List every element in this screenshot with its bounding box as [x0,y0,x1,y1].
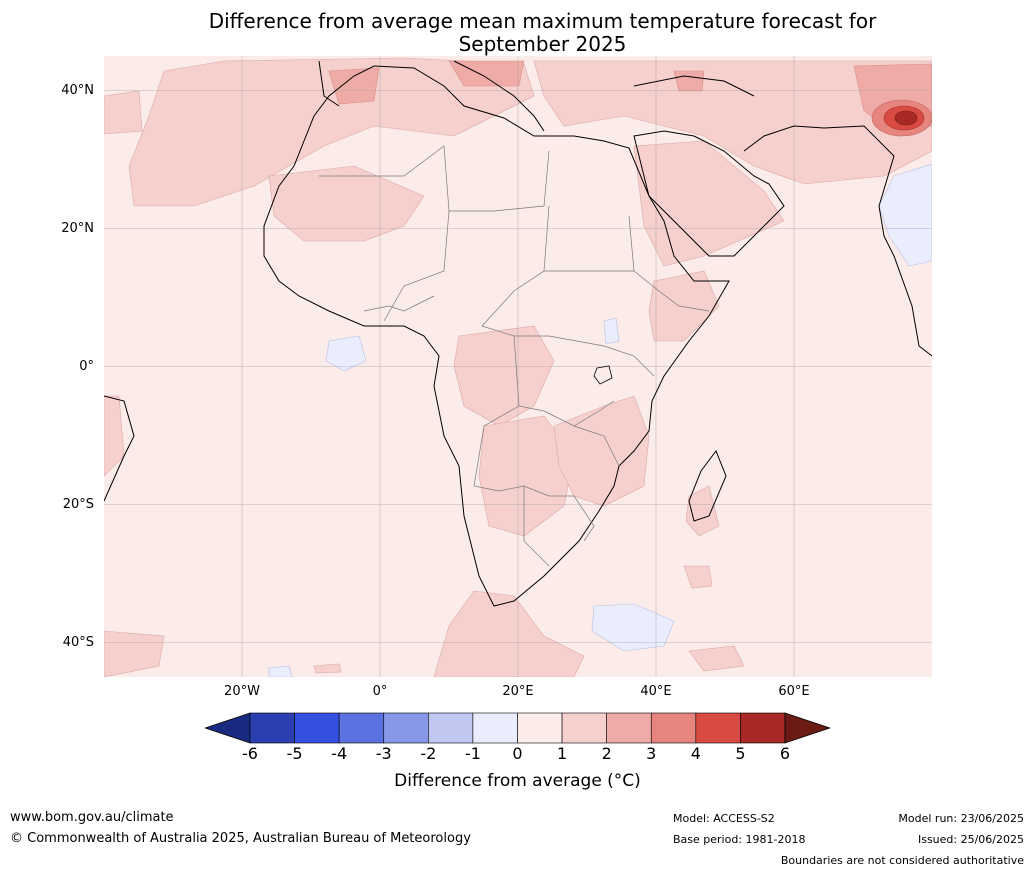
graticule [104,56,932,677]
country-borders [319,145,710,567]
colorbar-tick-label: -6 [242,744,258,763]
colorbar-label: Difference from average (°C) [394,771,641,791]
colorbar-extend-min [205,712,251,744]
colorbar-swatch [650,712,697,744]
coastlines [104,60,932,607]
colorbar-tick-label: 6 [779,744,791,763]
colorbar-swatch [383,712,429,744]
colorbar-swatch [428,712,474,744]
latitude-label: 20°N [61,220,94,236]
title-line-1: Difference from average mean maximum tem… [208,9,877,33]
footer-model: Model: ACCESS-S2 [673,812,775,825]
longitude-label: 40°E [640,684,672,699]
lake-victoria [593,365,613,385]
footer-copyright: © Commonwealth of Australia 2025, Austra… [10,831,471,846]
anomaly-negative-regions [268,163,932,677]
colorbar-swatch [294,712,340,744]
footer-website[interactable]: www.bom.gov.au/climate [10,810,174,825]
colorbar-tick-label: 4 [690,744,701,763]
colorbar-tick-label: 5 [735,744,746,763]
latitude-label: 0° [79,358,94,374]
longitude-label: 20°W [224,684,260,699]
longitude-label: 0° [372,684,388,699]
latitude-label: 20°S [62,496,94,512]
latitude-label: 40°N [61,82,94,98]
longitude-label: 60°E [778,684,810,699]
colorbar-swatch [249,712,295,744]
colorbar-swatch [338,712,385,744]
colorbar-tick-label: -2 [420,744,437,763]
colorbar-extend-max [784,712,830,744]
title-line-2: September 2025 [458,32,627,56]
footer-issued: Issued: 25/06/2025 [917,833,1024,846]
colorbar-tick-label: -3 [375,744,392,763]
colorbar-swatch [561,712,607,744]
colorbar-swatch [472,712,518,744]
colorbar-swatch [606,712,652,744]
colorbar-swatch [695,712,741,744]
temperature-anomaly-map [104,56,932,677]
footer-base-period: Base period: 1981-2018 [673,833,806,846]
colorbar-tick-label: 2 [601,744,612,763]
colorbar-tick-label: 3 [646,744,657,763]
footer-disclaimer: Boundaries are not considered authoritat… [780,854,1024,867]
colorbar-tick-label: -1 [464,744,481,763]
colorbar-swatch [740,712,786,744]
anomaly-1-2-regions [104,57,932,677]
colorbar-tick-label: 1 [556,744,568,763]
colorbar-tick-label: 0 [512,744,523,763]
map-panel [104,56,932,677]
latitude-label: 40°S [62,634,94,650]
map-title: Difference from average mean maximum tem… [0,10,1035,56]
colorbar [205,712,830,744]
longitude-label: 20°E [502,684,534,699]
colorbar-tick-label: -5 [286,744,303,763]
anomaly-hotspot [871,99,932,137]
colorbar-tick-label: -4 [331,744,348,763]
colorbar-swatches [205,712,830,744]
colorbar-swatch [517,712,563,744]
footer-model-run: Model run: 23/06/2025 [898,812,1024,825]
